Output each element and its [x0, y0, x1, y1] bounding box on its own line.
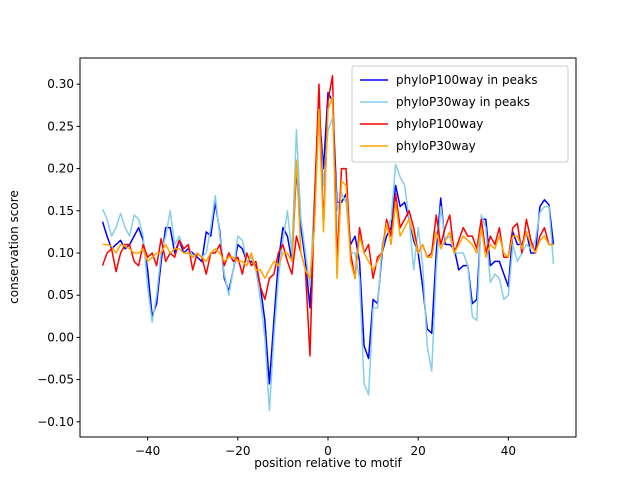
y-tick-label: 0.25 — [47, 119, 74, 133]
x-tick-label: 20 — [411, 444, 426, 458]
y-tick-label: 0.15 — [47, 204, 74, 218]
x-tick-label: 0 — [324, 444, 332, 458]
legend-label: phyloP100way — [396, 117, 483, 131]
y-tick-label: −0.05 — [37, 373, 74, 387]
y-axis-label: conservation score — [7, 190, 21, 304]
x-tick-label: −40 — [135, 444, 160, 458]
x-tick-label: −20 — [225, 444, 250, 458]
y-tick-label: −0.10 — [37, 415, 74, 429]
legend-label: phyloP30way in peaks — [396, 95, 530, 109]
y-tick-label: 0.00 — [47, 330, 74, 344]
y-tick-label: 0.05 — [47, 288, 74, 302]
series-line — [102, 96, 554, 280]
y-tick-label: 0.20 — [47, 162, 74, 176]
x-axis-label: position relative to motif — [254, 456, 402, 470]
legend-label: phyloP100way in peaks — [396, 73, 538, 87]
legend-box — [351, 65, 569, 163]
series-line — [101, 108, 555, 412]
legend-label: phyloP30way — [396, 139, 476, 153]
x-tick-label: 40 — [501, 444, 516, 458]
y-tick-label: 0.30 — [47, 77, 74, 91]
plot-area — [101, 74, 555, 412]
series-line — [101, 74, 554, 357]
y-tick-label: 0.10 — [47, 246, 74, 260]
